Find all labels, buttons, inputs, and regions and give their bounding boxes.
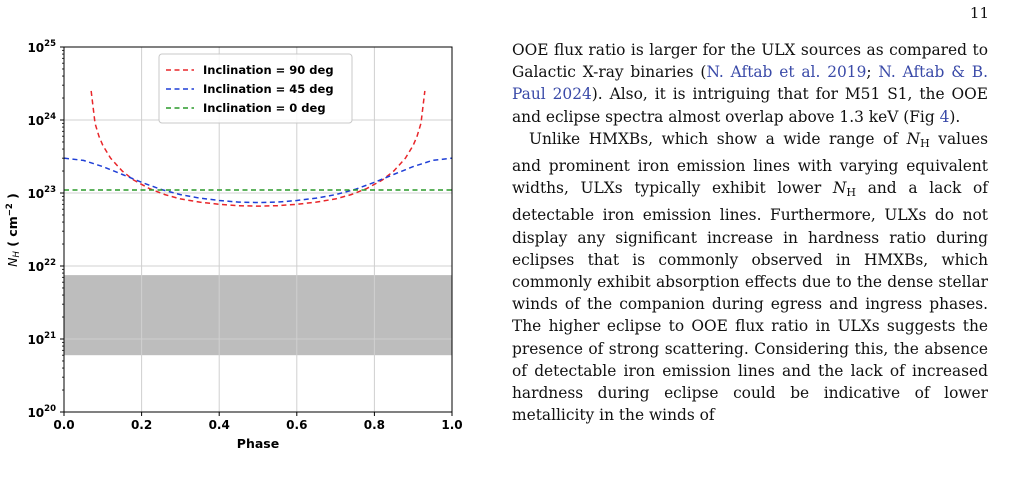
x-ticks: 0.0 0.2 0.4 0.6 0.8 1.0 [53, 412, 463, 432]
y-tick-label: 1021 [27, 331, 56, 347]
page-number: 11 [969, 4, 989, 22]
legend-label: Inclination = 90 deg [203, 63, 334, 77]
legend-label: Inclination = 45 deg [203, 82, 334, 96]
citation-link[interactable]: N. Aftab & B. Paul 2024 [512, 63, 988, 104]
body-text-column: OOE flux ratio is larger for the ULX sou… [512, 39, 988, 426]
y-tick-label: 1025 [27, 39, 56, 55]
x-tick-label: 0.0 [53, 418, 74, 432]
y-tick-label: 1024 [27, 112, 56, 128]
y-tick-label: 1022 [27, 258, 56, 274]
figure-ref-link[interactable]: 4 [939, 107, 950, 126]
y-tick-label: 1020 [27, 404, 56, 420]
legend-box [158, 53, 353, 124]
x-tick-label: 0.2 [131, 418, 152, 432]
paragraph-1: OOE flux ratio is larger for the ULX sou… [512, 41, 988, 126]
nh-phase-chart: 0.0 0.2 0.4 0.6 0.8 1.0 102010211022102310241… [5, 39, 463, 451]
x-axis-label: Phase [237, 436, 279, 451]
paragraph-2: Unlike HMXBs, which show a wide range of… [512, 129, 988, 425]
shaded-band [64, 275, 452, 356]
citation-link[interactable]: N. Aftab et al. 2019 [706, 63, 867, 82]
series-line-1 [63, 157, 453, 204]
y-axis-label: NH ( cm−2 ) [5, 193, 22, 267]
plot-frame [63, 46, 453, 413]
y-ticks: 1020 1021 1022 1023 1024 1025 [27, 39, 64, 420]
y-tick-label: 1023 [27, 185, 56, 201]
curves [63, 90, 453, 207]
legend: Inclination = 90 deg Inclination = 45 deg… [158, 53, 353, 124]
legend-label: Inclination = 0 deg [203, 101, 326, 115]
x-tick-label: 0.8 [364, 418, 385, 432]
series-line-0 [90, 90, 426, 207]
x-tick-label: 1.0 [441, 418, 462, 432]
x-tick-label: 0.6 [286, 418, 307, 432]
x-tick-label: 0.4 [209, 418, 230, 432]
